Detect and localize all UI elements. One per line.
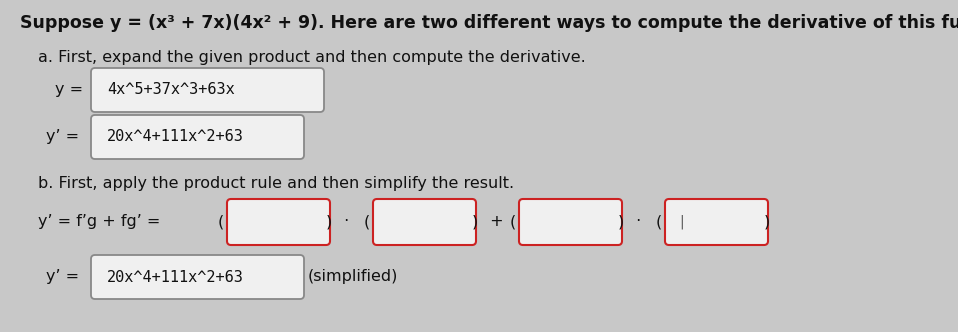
Text: +: + (485, 214, 509, 229)
Text: y’ = f’g + fg’ =: y’ = f’g + fg’ = (38, 214, 166, 229)
Text: Suppose y = (x³ + 7x)(4x² + 9). Here are two different ways to compute the deriv: Suppose y = (x³ + 7x)(4x² + 9). Here are… (20, 14, 958, 32)
FancyBboxPatch shape (91, 115, 304, 159)
Text: b. First, apply the product rule and then simplify the result.: b. First, apply the product rule and the… (38, 176, 514, 191)
Text: |: | (679, 215, 684, 229)
Text: y’ =: y’ = (46, 129, 84, 144)
Text: ): ) (472, 214, 478, 229)
Text: (: ( (218, 214, 224, 229)
FancyBboxPatch shape (519, 199, 622, 245)
Text: (simplified): (simplified) (308, 270, 399, 285)
FancyBboxPatch shape (91, 255, 304, 299)
Text: (: ( (510, 214, 516, 229)
Text: (: ( (656, 214, 662, 229)
Text: a. First, expand the given product and then compute the derivative.: a. First, expand the given product and t… (38, 50, 585, 65)
Text: 20x^4+111x^2+63: 20x^4+111x^2+63 (107, 270, 244, 285)
Text: y’ =: y’ = (46, 270, 84, 285)
Text: y =: y = (55, 82, 88, 98)
Text: ): ) (618, 214, 625, 229)
FancyBboxPatch shape (665, 199, 768, 245)
FancyBboxPatch shape (373, 199, 476, 245)
Text: ): ) (764, 214, 770, 229)
Text: ): ) (326, 214, 332, 229)
Text: 20x^4+111x^2+63: 20x^4+111x^2+63 (107, 129, 244, 144)
Text: ·: · (339, 214, 354, 229)
FancyBboxPatch shape (91, 68, 324, 112)
FancyBboxPatch shape (227, 199, 330, 245)
Text: (: ( (364, 214, 370, 229)
Text: 4x^5+37x^3+63x: 4x^5+37x^3+63x (107, 82, 235, 98)
Text: ·: · (631, 214, 647, 229)
